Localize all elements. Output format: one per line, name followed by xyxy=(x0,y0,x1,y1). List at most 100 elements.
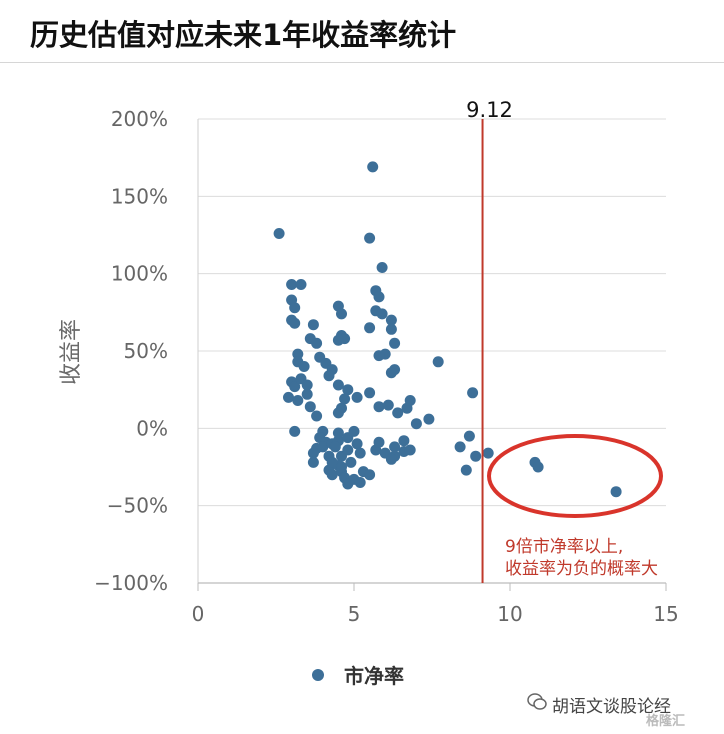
data-point xyxy=(336,308,347,320)
data-point xyxy=(460,464,472,476)
data-point xyxy=(348,425,360,437)
watermark-text: 胡语文谈股论经 xyxy=(552,697,671,717)
annotations: 9.12 9倍市净率以上,收益率为负的概率大 xyxy=(466,98,663,583)
data-point xyxy=(385,367,397,379)
y-tick-label: 200% xyxy=(111,107,168,131)
data-point xyxy=(392,407,404,419)
data-point xyxy=(373,401,385,413)
y-axis-label: 收益率 xyxy=(59,319,84,385)
data-point xyxy=(373,350,385,362)
data-point xyxy=(332,427,344,439)
data-point xyxy=(404,395,416,406)
data-point xyxy=(311,410,323,422)
data-point xyxy=(385,323,397,335)
watermark-logo: 格隆汇 xyxy=(646,714,686,729)
legend-marker xyxy=(312,669,324,681)
y-tick-label: 50% xyxy=(124,339,168,363)
data-point xyxy=(329,441,341,453)
chart-title: 历史估值对应未来1年收益率统计 xyxy=(30,18,457,52)
data-point xyxy=(298,361,310,372)
data-point xyxy=(463,430,475,442)
data-point xyxy=(354,447,366,459)
data-point xyxy=(351,438,363,450)
data-point xyxy=(332,407,344,419)
x-tick-label: 10 xyxy=(497,602,522,626)
data-point xyxy=(385,453,397,465)
data-point xyxy=(351,391,363,403)
data-point xyxy=(342,444,354,456)
x-tick-labels: 0 5 10 15 xyxy=(192,583,679,626)
y-tick-label: 0% xyxy=(136,416,168,440)
data-point xyxy=(304,401,316,413)
data-point xyxy=(307,447,319,459)
data-point xyxy=(389,441,401,453)
data-point xyxy=(373,291,385,303)
data-point xyxy=(389,337,401,349)
data-point xyxy=(307,319,319,331)
data-point xyxy=(289,317,301,329)
data-point xyxy=(273,228,285,239)
data-point xyxy=(332,379,344,391)
data-point xyxy=(332,334,344,346)
data-point xyxy=(326,456,338,468)
threshold-label: 9.12 xyxy=(466,98,513,122)
data-point xyxy=(286,279,298,290)
data-point xyxy=(307,456,319,468)
data-point xyxy=(382,399,394,411)
data-point xyxy=(373,436,385,448)
grid-lines xyxy=(197,118,666,584)
legend-label: 市净率 xyxy=(344,664,404,688)
data-point xyxy=(470,450,482,462)
y-tick-label: −50% xyxy=(107,494,168,518)
y-tick-label: 150% xyxy=(111,184,168,208)
data-point xyxy=(342,384,354,396)
data-point xyxy=(467,387,479,399)
data-point xyxy=(454,441,466,453)
data-point xyxy=(323,370,335,382)
annotation-line-1: 9倍市净率以上, xyxy=(505,537,623,557)
data-point xyxy=(292,395,304,406)
data-point xyxy=(311,337,323,349)
data-point xyxy=(423,413,435,425)
x-tick-label: 0 xyxy=(192,602,205,626)
data-point xyxy=(326,469,338,481)
y-tick-label: −100% xyxy=(94,571,168,595)
data-point xyxy=(301,379,313,391)
data-point xyxy=(376,308,388,320)
data-point xyxy=(289,425,301,437)
legend: 市净率 xyxy=(312,664,404,688)
data-point xyxy=(532,461,544,473)
data-point xyxy=(295,279,307,290)
x-tick-label: 5 xyxy=(348,602,361,626)
data-point xyxy=(385,314,397,326)
data-point xyxy=(367,161,379,173)
data-points xyxy=(273,161,622,498)
data-point xyxy=(364,469,376,481)
title-bar: 历史估值对应未来1年收益率统计 xyxy=(0,0,724,63)
data-point xyxy=(404,444,416,456)
data-point xyxy=(336,461,347,473)
data-point xyxy=(301,388,313,400)
data-point xyxy=(339,393,351,405)
data-point xyxy=(364,322,376,334)
data-point xyxy=(376,262,388,273)
data-point xyxy=(317,441,329,453)
data-point xyxy=(398,435,410,447)
x-tick-label: 15 xyxy=(653,602,678,626)
data-point xyxy=(292,348,304,360)
data-point xyxy=(364,232,376,244)
highlight-ellipse xyxy=(487,434,663,518)
data-point xyxy=(345,456,357,468)
data-point xyxy=(283,391,294,403)
data-point xyxy=(432,356,444,368)
y-tick-label: 100% xyxy=(111,262,168,286)
data-point xyxy=(610,486,622,498)
data-point xyxy=(354,477,366,488)
data-point xyxy=(482,447,494,459)
annotation-line-2: 收益率为负的概率大 xyxy=(505,559,658,579)
y-tick-labels: 200% 150% 100% 50% 0% −50% −100% xyxy=(94,107,168,595)
wechat-icon xyxy=(527,693,547,710)
data-point xyxy=(289,302,301,314)
data-point xyxy=(364,387,376,399)
